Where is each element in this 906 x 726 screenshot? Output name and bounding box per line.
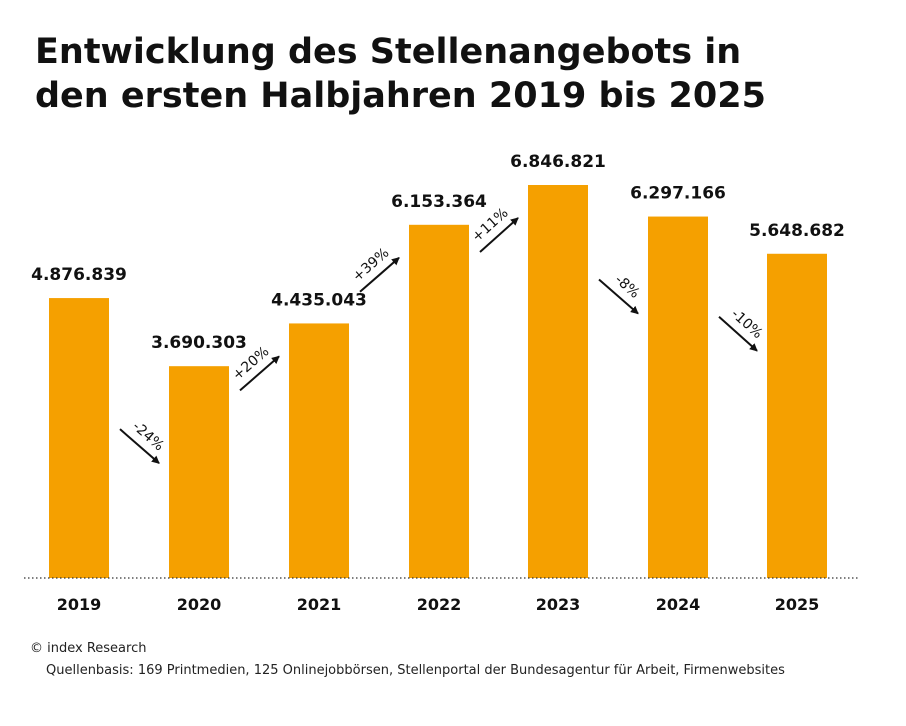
x-tick-label-2022: 2022 [417,595,462,614]
change-arrow-2020-2021 [239,355,280,392]
x-tick-label-2019: 2019 [57,595,102,614]
x-tick-label-2023: 2023 [536,595,581,614]
change-arrow-2021-2022 [359,257,400,293]
change-arrow-2022-2023 [479,217,519,253]
change-arrow-2023-2024 [598,278,639,315]
change-arrow-2019-2020 [119,428,160,464]
bar-2024 [648,216,708,578]
bar-value-label-2020: 3.690.303 [151,333,247,353]
x-tick-label-2024: 2024 [656,595,701,614]
chart-title: Entwicklung des Stellenangebots in den e… [35,30,875,118]
change-label-2023-2024: -8% [612,272,643,302]
bar-2023 [528,185,588,578]
change-label-2021-2022: +39% [350,245,393,285]
x-axis-ticks: 2019 2020 2021 2022 2023 2024 2025 [57,595,820,614]
copyright-note: © index Research [30,641,147,656]
bars-layer: 4.876.839 3.690.303 4.435.043 6.153.364 6.84… [31,152,845,579]
x-tick-label-2020: 2020 [177,595,222,614]
bar-value-label-2023: 6.846.821 [510,152,606,172]
bar-value-label-2022: 6.153.364 [391,192,487,212]
bar-value-label-2024: 6.297.166 [630,184,726,204]
chart-title-line-2: den ersten Halbjahren 2019 bis 2025 [35,76,766,116]
bar-value-label-2021: 4.435.043 [271,290,367,310]
change-label-2019-2020: -24% [129,418,167,454]
chart-title-line-1: Entwicklung des Stellenangebots in [35,32,742,72]
bar-2020 [169,366,229,578]
bar-2022 [409,224,469,579]
bar-value-label-2025: 5.648.682 [749,221,845,241]
bar-2019 [49,298,109,578]
x-tick-label-2021: 2021 [297,595,342,614]
x-tick-label-2025: 2025 [775,595,820,614]
bar-2025 [767,253,827,579]
bar-value-label-2019: 4.876.839 [31,265,127,285]
change-label-2024-2025: -10% [728,306,766,342]
bar-2021 [289,323,349,578]
source-note: Quellenbasis: 169 Printmedien, 125 Onlin… [46,663,785,678]
change-arrow-2024-2025 [718,316,758,352]
